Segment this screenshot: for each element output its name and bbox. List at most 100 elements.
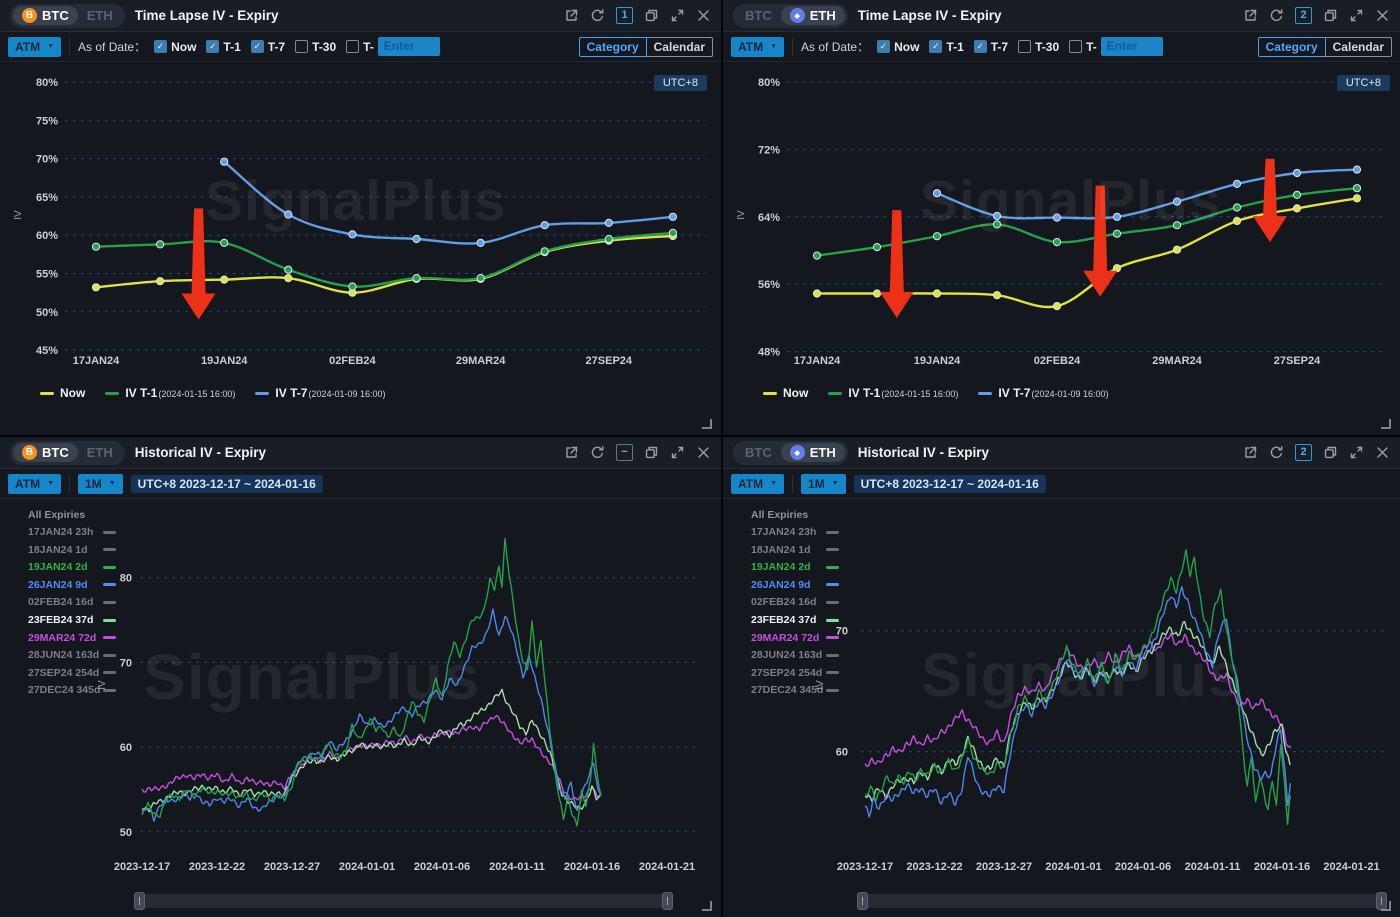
expiry-item[interactable]: 26JAN24 9d (28, 578, 116, 591)
checkbox-unchecked-icon[interactable] (295, 40, 309, 53)
data-point[interactable] (1232, 203, 1242, 212)
expiry-item[interactable]: 29MAR24 72d (28, 631, 116, 644)
data-point[interactable] (1112, 212, 1122, 221)
data-point[interactable] (872, 243, 882, 252)
data-point[interactable] (604, 234, 613, 244)
expiry-item[interactable]: 02FEB24 16d (28, 596, 116, 609)
strike-select[interactable]: ATM ▼ (731, 473, 785, 494)
checkbox-checked-icon[interactable]: ✓ (154, 40, 168, 53)
close-icon[interactable] (1375, 445, 1390, 460)
checkbox-checked-icon[interactable]: ✓ (877, 40, 891, 53)
data-point[interactable] (932, 289, 942, 298)
close-icon[interactable] (1375, 8, 1390, 23)
expiry-item[interactable]: 17JAN24 23h (28, 526, 116, 539)
view-category-button[interactable]: Category (1257, 36, 1326, 57)
close-icon[interactable] (696, 445, 711, 460)
data-point[interactable] (348, 282, 357, 291)
external-link-icon[interactable] (564, 445, 579, 460)
legend-item[interactable]: IV T-1 (2024-01-15 16:00) (105, 386, 235, 400)
legend-item[interactable]: Now (40, 386, 85, 400)
data-point[interactable] (476, 238, 485, 247)
data-point[interactable] (812, 251, 822, 260)
checkbox-unchecked-icon[interactable] (1018, 40, 1032, 53)
resize-handle[interactable] (702, 419, 712, 429)
checkbox-now[interactable]: ✓ Now (877, 40, 919, 54)
coin-option-eth[interactable]: ETH (78, 443, 122, 462)
refresh-icon[interactable] (1269, 8, 1284, 23)
coin-option-eth[interactable]: ETH (78, 6, 122, 25)
checkbox-t-1[interactable]: ✓ T-1 (929, 40, 964, 54)
data-point[interactable] (1112, 229, 1122, 238)
coin-option-eth[interactable]: ◆ ETH (780, 443, 845, 462)
data-point[interactable] (220, 157, 229, 166)
data-point[interactable] (540, 247, 549, 256)
expiry-item[interactable]: 28JUN24 163d (751, 649, 839, 662)
slider-handle-right[interactable] (662, 892, 673, 910)
fullscreen-icon[interactable] (670, 8, 685, 23)
date-range-label[interactable]: UTC+8 2023-12-17 ~ 2024-01-16 (853, 474, 1046, 493)
data-point[interactable] (1232, 216, 1242, 226)
external-link-icon[interactable] (1243, 8, 1258, 23)
expiry-item[interactable]: 27SEP24 254d (28, 666, 116, 679)
data-point[interactable] (476, 274, 485, 283)
custom-date-input[interactable]: Enter (377, 37, 440, 56)
data-point[interactable] (1172, 245, 1182, 254)
expiry-item[interactable]: 19JAN24 2d (28, 561, 116, 574)
slider-handle-left[interactable] (134, 892, 145, 910)
fullscreen-icon[interactable] (1349, 445, 1364, 460)
data-point[interactable] (1052, 213, 1062, 222)
window-count-badge[interactable]: 2 (1295, 444, 1312, 461)
data-point[interactable] (1052, 238, 1062, 247)
data-point[interactable] (1292, 204, 1302, 213)
data-point[interactable] (284, 265, 293, 274)
window-count-badge[interactable]: 2 (1295, 7, 1312, 24)
fullscreen-icon[interactable] (1349, 8, 1364, 23)
data-point[interactable] (1352, 194, 1362, 203)
checkbox-unchecked-icon[interactable] (346, 40, 360, 53)
expiry-item[interactable]: 27SEP24 254d (751, 666, 839, 679)
checkbox-checked-icon[interactable]: ✓ (250, 40, 264, 53)
checkbox-unchecked-icon[interactable] (1069, 40, 1083, 53)
data-point[interactable] (1352, 184, 1362, 193)
expiry-item-all[interactable]: All Expiries (751, 508, 839, 521)
checkbox-t-30[interactable]: T-30 (1018, 40, 1059, 54)
strike-select[interactable]: ATM ▼ (731, 36, 785, 57)
strike-select[interactable]: ATM ▼ (8, 36, 62, 57)
checkbox-checked-icon[interactable]: ✓ (206, 40, 220, 53)
resize-handle[interactable] (1381, 419, 1391, 429)
close-icon[interactable] (696, 8, 711, 23)
period-select[interactable]: 1M ▼ (78, 473, 123, 494)
expiry-item[interactable]: 23FEB24 37d (751, 614, 839, 627)
data-point[interactable] (1112, 264, 1122, 273)
refresh-icon[interactable] (1269, 445, 1284, 460)
data-point[interactable] (932, 232, 942, 241)
date-range-label[interactable]: UTC+8 2023-12-17 ~ 2024-01-16 (130, 474, 323, 493)
data-point[interactable] (412, 234, 421, 244)
data-point[interactable] (156, 277, 165, 286)
duplicate-icon[interactable] (644, 8, 659, 23)
expiry-item[interactable]: 29MAR24 72d (751, 631, 839, 644)
refresh-icon[interactable] (590, 8, 605, 23)
data-point[interactable] (156, 240, 165, 249)
expiry-item[interactable]: 28JUN24 163d (28, 649, 116, 662)
data-point[interactable] (992, 220, 1002, 229)
data-point[interactable] (1352, 165, 1362, 174)
checkbox-t-7[interactable]: ✓ T-7 (973, 40, 1008, 54)
expiry-item[interactable]: 02FEB24 16d (751, 596, 839, 609)
data-point[interactable] (1172, 197, 1182, 206)
coin-option-btc[interactable]: B BTC (13, 6, 78, 25)
slider-handle-left[interactable] (857, 892, 868, 910)
data-point[interactable] (284, 274, 293, 283)
duplicate-icon[interactable] (1323, 445, 1338, 460)
strike-select[interactable]: ATM ▼ (8, 473, 62, 494)
checkbox-checked-icon[interactable]: ✓ (973, 40, 987, 53)
checkbox-t-[interactable]: T- (346, 40, 374, 54)
data-point[interactable] (1172, 221, 1182, 230)
checkbox-t-1[interactable]: ✓ T-1 (206, 40, 241, 54)
external-link-icon[interactable] (564, 8, 579, 23)
coin-option-btc[interactable]: B BTC (13, 443, 78, 462)
data-point[interactable] (540, 221, 549, 230)
expiry-item[interactable]: 17JAN24 23h (751, 526, 839, 539)
expiry-item[interactable]: 23FEB24 37d (28, 614, 116, 627)
data-point[interactable] (992, 211, 1002, 221)
